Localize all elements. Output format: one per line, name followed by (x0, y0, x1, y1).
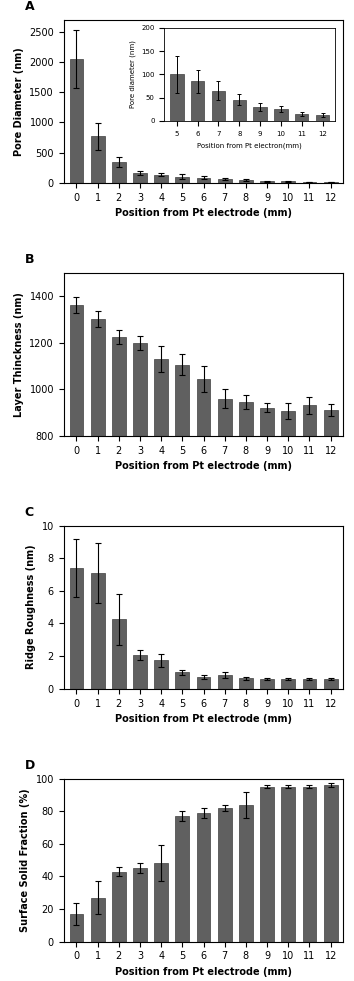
Bar (91, 898, 104, 942)
Bar (69, 305, 83, 622)
Bar (260, 408, 274, 622)
Bar (69, 914, 83, 942)
X-axis label: Position from Pt electrode (mm): Position from Pt electrode (mm) (115, 714, 292, 724)
Bar (133, 342, 147, 622)
Bar (69, 59, 83, 182)
Bar (260, 787, 274, 942)
Bar (91, 319, 104, 622)
Y-axis label: Surface Solid Fraction (%): Surface Solid Fraction (%) (20, 789, 30, 932)
Bar (218, 675, 232, 689)
Bar (197, 813, 210, 942)
Bar (112, 871, 126, 942)
Bar (260, 679, 274, 689)
Bar (176, 177, 189, 182)
Bar (112, 162, 126, 182)
Bar (197, 677, 210, 689)
Bar (239, 804, 253, 942)
Text: D: D (24, 759, 35, 772)
Y-axis label: Layer Thinckness (nm): Layer Thinckness (nm) (14, 291, 24, 417)
Bar (239, 181, 253, 182)
Bar (239, 402, 253, 622)
Bar (281, 411, 295, 622)
Bar (154, 359, 168, 622)
Bar (281, 181, 295, 182)
Bar (218, 398, 232, 622)
Bar (176, 365, 189, 622)
Bar (176, 672, 189, 689)
Bar (91, 573, 104, 689)
Bar (218, 179, 232, 182)
Text: B: B (24, 253, 34, 266)
Text: C: C (24, 506, 34, 519)
Bar (69, 568, 83, 689)
Bar (324, 679, 338, 689)
Bar (281, 787, 295, 942)
Bar (303, 679, 316, 689)
Bar (133, 174, 147, 182)
Bar (218, 808, 232, 942)
Bar (324, 785, 338, 942)
Bar (197, 178, 210, 182)
Bar (197, 379, 210, 622)
Bar (133, 655, 147, 689)
Y-axis label: Ridge Roughness (nm): Ridge Roughness (nm) (26, 544, 36, 669)
Bar (176, 816, 189, 942)
X-axis label: Position from Pt electrode (mm): Position from Pt electrode (mm) (115, 461, 292, 471)
Y-axis label: Pore Diameter (nm): Pore Diameter (nm) (14, 47, 24, 156)
Bar (133, 868, 147, 942)
Bar (154, 175, 168, 182)
Bar (324, 410, 338, 622)
Bar (112, 619, 126, 689)
X-axis label: Position from Pt electrode (mm): Position from Pt electrode (mm) (115, 967, 292, 977)
Bar (260, 181, 274, 182)
Bar (303, 405, 316, 622)
Bar (154, 863, 168, 942)
Text: A: A (24, 0, 34, 13)
Bar (154, 660, 168, 689)
Bar (91, 136, 104, 182)
Bar (239, 678, 253, 689)
X-axis label: Position from Pt electrode (mm): Position from Pt electrode (mm) (115, 208, 292, 218)
Bar (281, 679, 295, 689)
Bar (303, 787, 316, 942)
Bar (112, 336, 126, 622)
